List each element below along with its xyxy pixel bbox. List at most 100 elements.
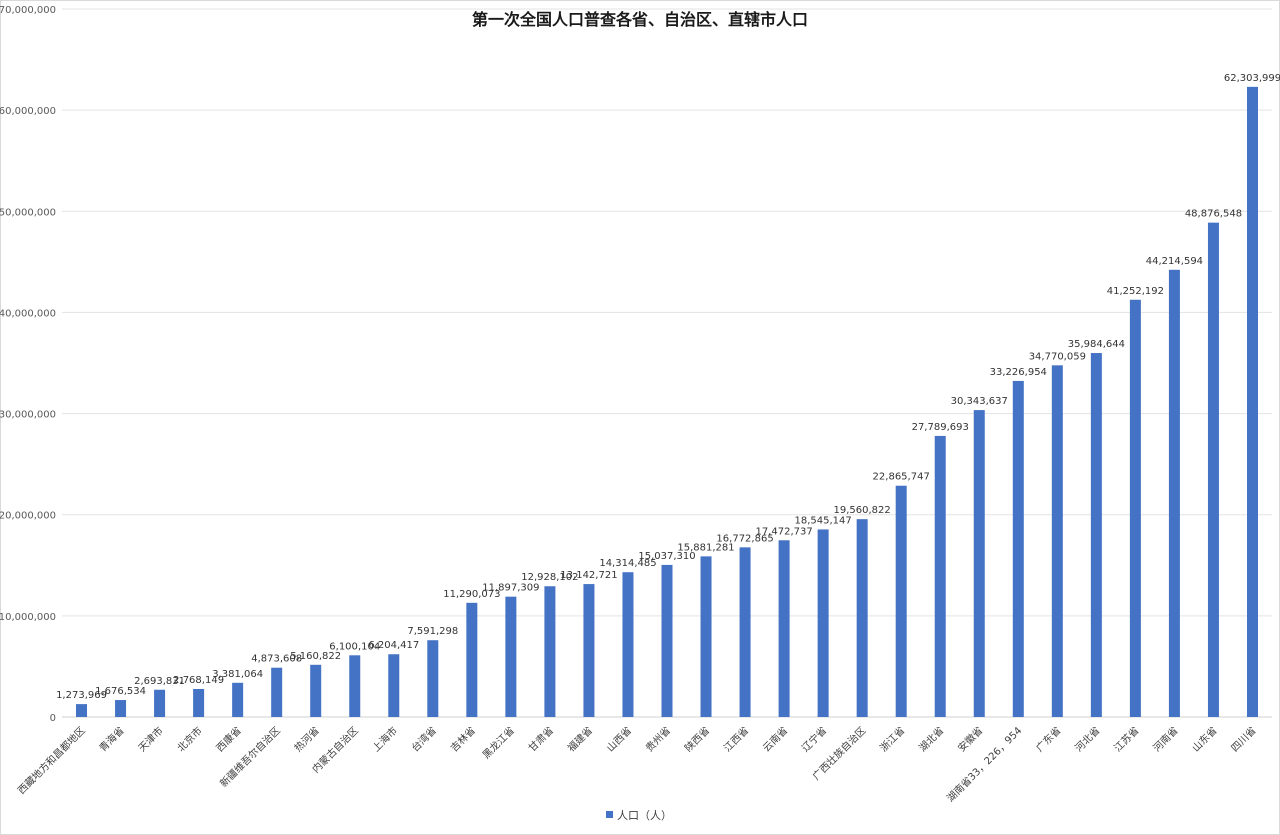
bar: [232, 682, 244, 717]
data-label: 30,343,637: [951, 396, 1008, 407]
bar: [895, 485, 907, 717]
data-label: 19,560,822: [834, 505, 891, 516]
bar: [661, 564, 673, 717]
data-label: 44,214,594: [1146, 256, 1203, 267]
bar: [739, 547, 751, 717]
bar: [193, 689, 205, 717]
bar: [1207, 222, 1219, 718]
data-label: 22,865,747: [873, 472, 930, 483]
bar: [622, 572, 634, 717]
bar: [1012, 380, 1024, 717]
bar: [1246, 86, 1258, 718]
category-label: 浙江省: [877, 724, 907, 754]
category-label: 北京市: [174, 724, 204, 754]
data-label: 16,772,865: [716, 533, 773, 544]
data-label: 18,545,147: [794, 515, 851, 526]
category-label: 甘肃省: [526, 724, 556, 754]
category-label: 四川省: [1228, 724, 1258, 754]
bar: [856, 519, 868, 717]
category-label: 西康省: [213, 724, 243, 754]
gridlines: [62, 8, 1272, 718]
y-tick-label: 0: [50, 713, 56, 724]
y-tick-label: 20,000,000: [0, 511, 56, 522]
data-label: 34,770,059: [1029, 351, 1086, 362]
data-label: 15,037,310: [638, 551, 695, 562]
bar: [544, 586, 556, 717]
bar: [778, 540, 790, 717]
bar: [1090, 353, 1102, 717]
category-label: 黑龙江省: [480, 724, 517, 761]
category-label: 广东省: [1033, 724, 1063, 754]
bar: [1168, 269, 1180, 717]
data-label: 62,303,999: [1224, 73, 1280, 84]
bar: [700, 556, 712, 717]
category-label: 陕西省: [682, 724, 712, 754]
data-label: 11,290,073: [443, 589, 500, 600]
category-label: 河北省: [1072, 724, 1102, 754]
legend: 人口（人）: [606, 809, 672, 822]
y-tick-label: 10,000,000: [0, 612, 56, 623]
category-label: 热河省: [291, 724, 321, 754]
y-tick-label: 40,000,000: [0, 308, 56, 319]
legend-swatch: [606, 811, 613, 818]
y-tick-label: 30,000,000: [0, 410, 56, 421]
data-label: 33,226,954: [990, 367, 1047, 378]
data-label: 13,142,721: [560, 570, 617, 581]
y-tick-label: 70,000,000: [0, 5, 56, 16]
bars: [76, 86, 1258, 718]
data-label: 17,472,737: [755, 526, 812, 537]
data-label: 15,881,281: [677, 542, 734, 553]
bar: [973, 410, 985, 717]
data-label: 2,693,831: [134, 676, 185, 687]
data-label: 4,873,608: [251, 654, 302, 665]
data-label: 27,789,693: [912, 422, 969, 433]
data-label: 48,876,548: [1185, 209, 1242, 220]
legend-label: 人口（人）: [617, 809, 672, 822]
data-labels: 1,273,9691,676,5342,693,8312,768,1493,38…: [56, 73, 1280, 701]
category-label: 山西省: [604, 724, 634, 754]
bar: [154, 689, 166, 717]
data-label: 41,252,192: [1107, 286, 1164, 297]
bar: [349, 655, 361, 717]
category-label: 湖北省: [916, 724, 946, 754]
bar: [466, 602, 478, 717]
category-label: 江苏省: [1111, 724, 1141, 754]
chart-title: 第一次全国人口普查各省、自治区、直辖市人口: [472, 10, 808, 29]
data-label: 2,768,149: [173, 675, 224, 686]
data-label: 7,591,298: [407, 626, 458, 637]
data-label: 1,273,969: [56, 690, 107, 701]
category-label: 云南省: [760, 724, 790, 754]
data-label: 12,928,102: [521, 572, 578, 583]
category-label: 天津市: [135, 724, 165, 754]
bar: [76, 704, 88, 717]
data-label: 35,984,644: [1068, 339, 1125, 350]
bar: [934, 435, 946, 717]
category-label: 河南省: [1150, 724, 1180, 754]
category-label: 西藏地方和昌都地区: [15, 724, 88, 797]
bar: [1129, 299, 1141, 717]
bar: [505, 596, 517, 717]
bar: [271, 667, 283, 717]
category-label: 山东省: [1189, 724, 1219, 754]
bar: [115, 700, 127, 717]
bar: [427, 640, 439, 717]
category-label: 辽宁省: [799, 724, 829, 754]
category-label: 湖南省33，226，954: [944, 724, 1025, 805]
y-tick-label: 50,000,000: [0, 207, 56, 218]
y-tick-label: 60,000,000: [0, 106, 56, 117]
data-label: 1,676,534: [95, 686, 146, 697]
bar: [817, 529, 829, 717]
category-label: 吉林省: [448, 724, 478, 754]
data-label: 6,100,104: [329, 641, 380, 652]
category-label: 安徽省: [955, 724, 985, 754]
bar: [583, 584, 595, 717]
data-label: 11,897,309: [482, 583, 539, 594]
category-label: 青海省: [96, 724, 126, 754]
category-label: 福建省: [565, 724, 595, 754]
bar: [310, 664, 322, 717]
category-label: 贵州省: [643, 724, 673, 754]
data-label: 6,204,417: [368, 640, 419, 651]
